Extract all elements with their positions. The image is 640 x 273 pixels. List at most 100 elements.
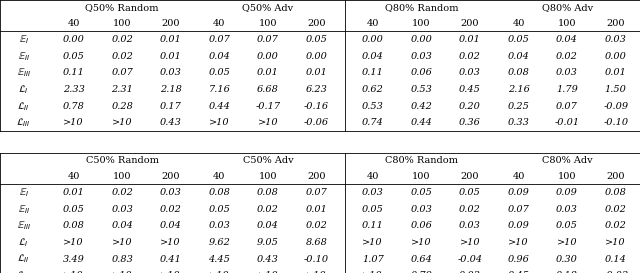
Text: 200: 200 <box>607 172 625 181</box>
Text: 0.02: 0.02 <box>111 35 133 44</box>
Text: 0.43: 0.43 <box>257 254 279 263</box>
Text: $\mathbb{E}_{I}$: $\mathbb{E}_{I}$ <box>19 33 29 46</box>
Text: 0.36: 0.36 <box>459 118 481 127</box>
Text: 0.25: 0.25 <box>508 102 529 111</box>
Text: 9.05: 9.05 <box>257 238 279 247</box>
Text: 0.64: 0.64 <box>410 254 432 263</box>
Text: 0.04: 0.04 <box>362 52 384 61</box>
Text: Q50% Random: Q50% Random <box>85 3 159 12</box>
Text: 200: 200 <box>161 172 180 181</box>
Text: 0.01: 0.01 <box>160 35 182 44</box>
Text: >10: >10 <box>63 118 84 127</box>
Text: 0.11: 0.11 <box>362 221 384 230</box>
Text: 0.03: 0.03 <box>459 221 481 230</box>
Text: 100: 100 <box>412 19 431 28</box>
Text: 0.11: 0.11 <box>63 69 84 78</box>
Text: 1.50: 1.50 <box>605 85 627 94</box>
Text: $\mathbb{E}_{I}$: $\mathbb{E}_{I}$ <box>19 186 29 199</box>
Text: 0.03: 0.03 <box>209 221 230 230</box>
Text: 0.02: 0.02 <box>605 221 627 230</box>
Text: 0.05: 0.05 <box>209 69 230 78</box>
Text: 0.03: 0.03 <box>362 188 384 197</box>
Text: 0.02: 0.02 <box>160 205 182 214</box>
Text: -0.01: -0.01 <box>554 118 580 127</box>
Text: 0.79: 0.79 <box>410 271 432 273</box>
Text: 200: 200 <box>307 172 326 181</box>
Text: 200: 200 <box>461 172 479 181</box>
Text: 0.83: 0.83 <box>111 254 133 263</box>
Text: 6.23: 6.23 <box>305 85 328 94</box>
Text: -0.10: -0.10 <box>603 118 628 127</box>
Text: 200: 200 <box>161 19 180 28</box>
Text: 3.49: 3.49 <box>63 254 84 263</box>
Text: 0.02: 0.02 <box>305 221 328 230</box>
Text: 0.44: 0.44 <box>209 102 230 111</box>
Text: -0.10: -0.10 <box>304 254 329 263</box>
Text: -0.03: -0.03 <box>603 271 628 273</box>
Text: 100: 100 <box>412 172 431 181</box>
Text: 0.08: 0.08 <box>508 69 529 78</box>
Text: 0.00: 0.00 <box>362 35 384 44</box>
Text: -0.04: -0.04 <box>458 254 483 263</box>
Text: $\mathbb{E}_{III}$: $\mathbb{E}_{III}$ <box>17 67 31 79</box>
Text: $\mathcal{L}_{III}$: $\mathcal{L}_{III}$ <box>16 269 31 273</box>
Text: 0.11: 0.11 <box>362 69 384 78</box>
Text: 0.05: 0.05 <box>209 205 230 214</box>
Text: -0.09: -0.09 <box>603 102 628 111</box>
Text: 0.04: 0.04 <box>556 35 578 44</box>
Text: 0.44: 0.44 <box>410 118 432 127</box>
Text: 0.00: 0.00 <box>63 35 84 44</box>
Text: 0.78: 0.78 <box>63 102 84 111</box>
Text: 0.08: 0.08 <box>605 188 627 197</box>
Text: 0.06: 0.06 <box>410 69 432 78</box>
Text: >10: >10 <box>112 118 132 127</box>
Text: 0.04: 0.04 <box>257 221 279 230</box>
Text: 200: 200 <box>607 19 625 28</box>
Text: 2.18: 2.18 <box>160 85 182 94</box>
Text: 40: 40 <box>67 172 80 181</box>
Text: >10: >10 <box>605 238 626 247</box>
Text: Q80% Random: Q80% Random <box>385 3 458 12</box>
Text: 0.18: 0.18 <box>556 271 578 273</box>
Text: 2.16: 2.16 <box>508 85 529 94</box>
Text: >10: >10 <box>161 238 181 247</box>
Text: 0.45: 0.45 <box>508 271 529 273</box>
Text: 100: 100 <box>558 19 577 28</box>
Text: 2.31: 2.31 <box>111 85 133 94</box>
Text: 1.07: 1.07 <box>362 254 384 263</box>
Text: 0.03: 0.03 <box>605 35 627 44</box>
Text: -0.06: -0.06 <box>304 118 329 127</box>
Text: 40: 40 <box>513 19 525 28</box>
Text: 4.45: 4.45 <box>209 254 230 263</box>
Text: C80% Random: C80% Random <box>385 156 458 165</box>
Text: 0.42: 0.42 <box>410 102 432 111</box>
Text: 0.05: 0.05 <box>556 221 578 230</box>
Text: 7.16: 7.16 <box>209 85 230 94</box>
Text: $\mathcal{L}_{I}$: $\mathcal{L}_{I}$ <box>19 83 29 96</box>
Text: 0.03: 0.03 <box>459 271 481 273</box>
Text: 0.08: 0.08 <box>257 188 279 197</box>
Text: >10: >10 <box>112 271 132 273</box>
Text: 0.04: 0.04 <box>111 221 133 230</box>
Text: >10: >10 <box>112 238 132 247</box>
Text: 0.43: 0.43 <box>160 118 182 127</box>
Text: 0.01: 0.01 <box>160 52 182 61</box>
Text: 0.00: 0.00 <box>605 52 627 61</box>
Text: 0.02: 0.02 <box>111 52 133 61</box>
Text: 6.68: 6.68 <box>257 85 279 94</box>
Text: 0.03: 0.03 <box>160 69 182 78</box>
Text: C80% Adv: C80% Adv <box>542 156 593 165</box>
Text: 40: 40 <box>67 19 80 28</box>
Text: $\mathcal{L}_{III}$: $\mathcal{L}_{III}$ <box>16 116 31 129</box>
Text: 40: 40 <box>213 19 225 28</box>
Text: 40: 40 <box>513 172 525 181</box>
Text: >10: >10 <box>209 271 230 273</box>
Text: 0.05: 0.05 <box>305 35 328 44</box>
Text: 100: 100 <box>558 172 577 181</box>
Text: >10: >10 <box>258 271 278 273</box>
Text: $\mathbb{E}_{II}$: $\mathbb{E}_{II}$ <box>17 50 29 63</box>
Text: 0.07: 0.07 <box>111 69 133 78</box>
Text: Q80% Adv: Q80% Adv <box>541 3 593 12</box>
Text: 0.03: 0.03 <box>160 188 182 197</box>
Text: $\mathcal{L}_{I}$: $\mathcal{L}_{I}$ <box>19 236 29 249</box>
